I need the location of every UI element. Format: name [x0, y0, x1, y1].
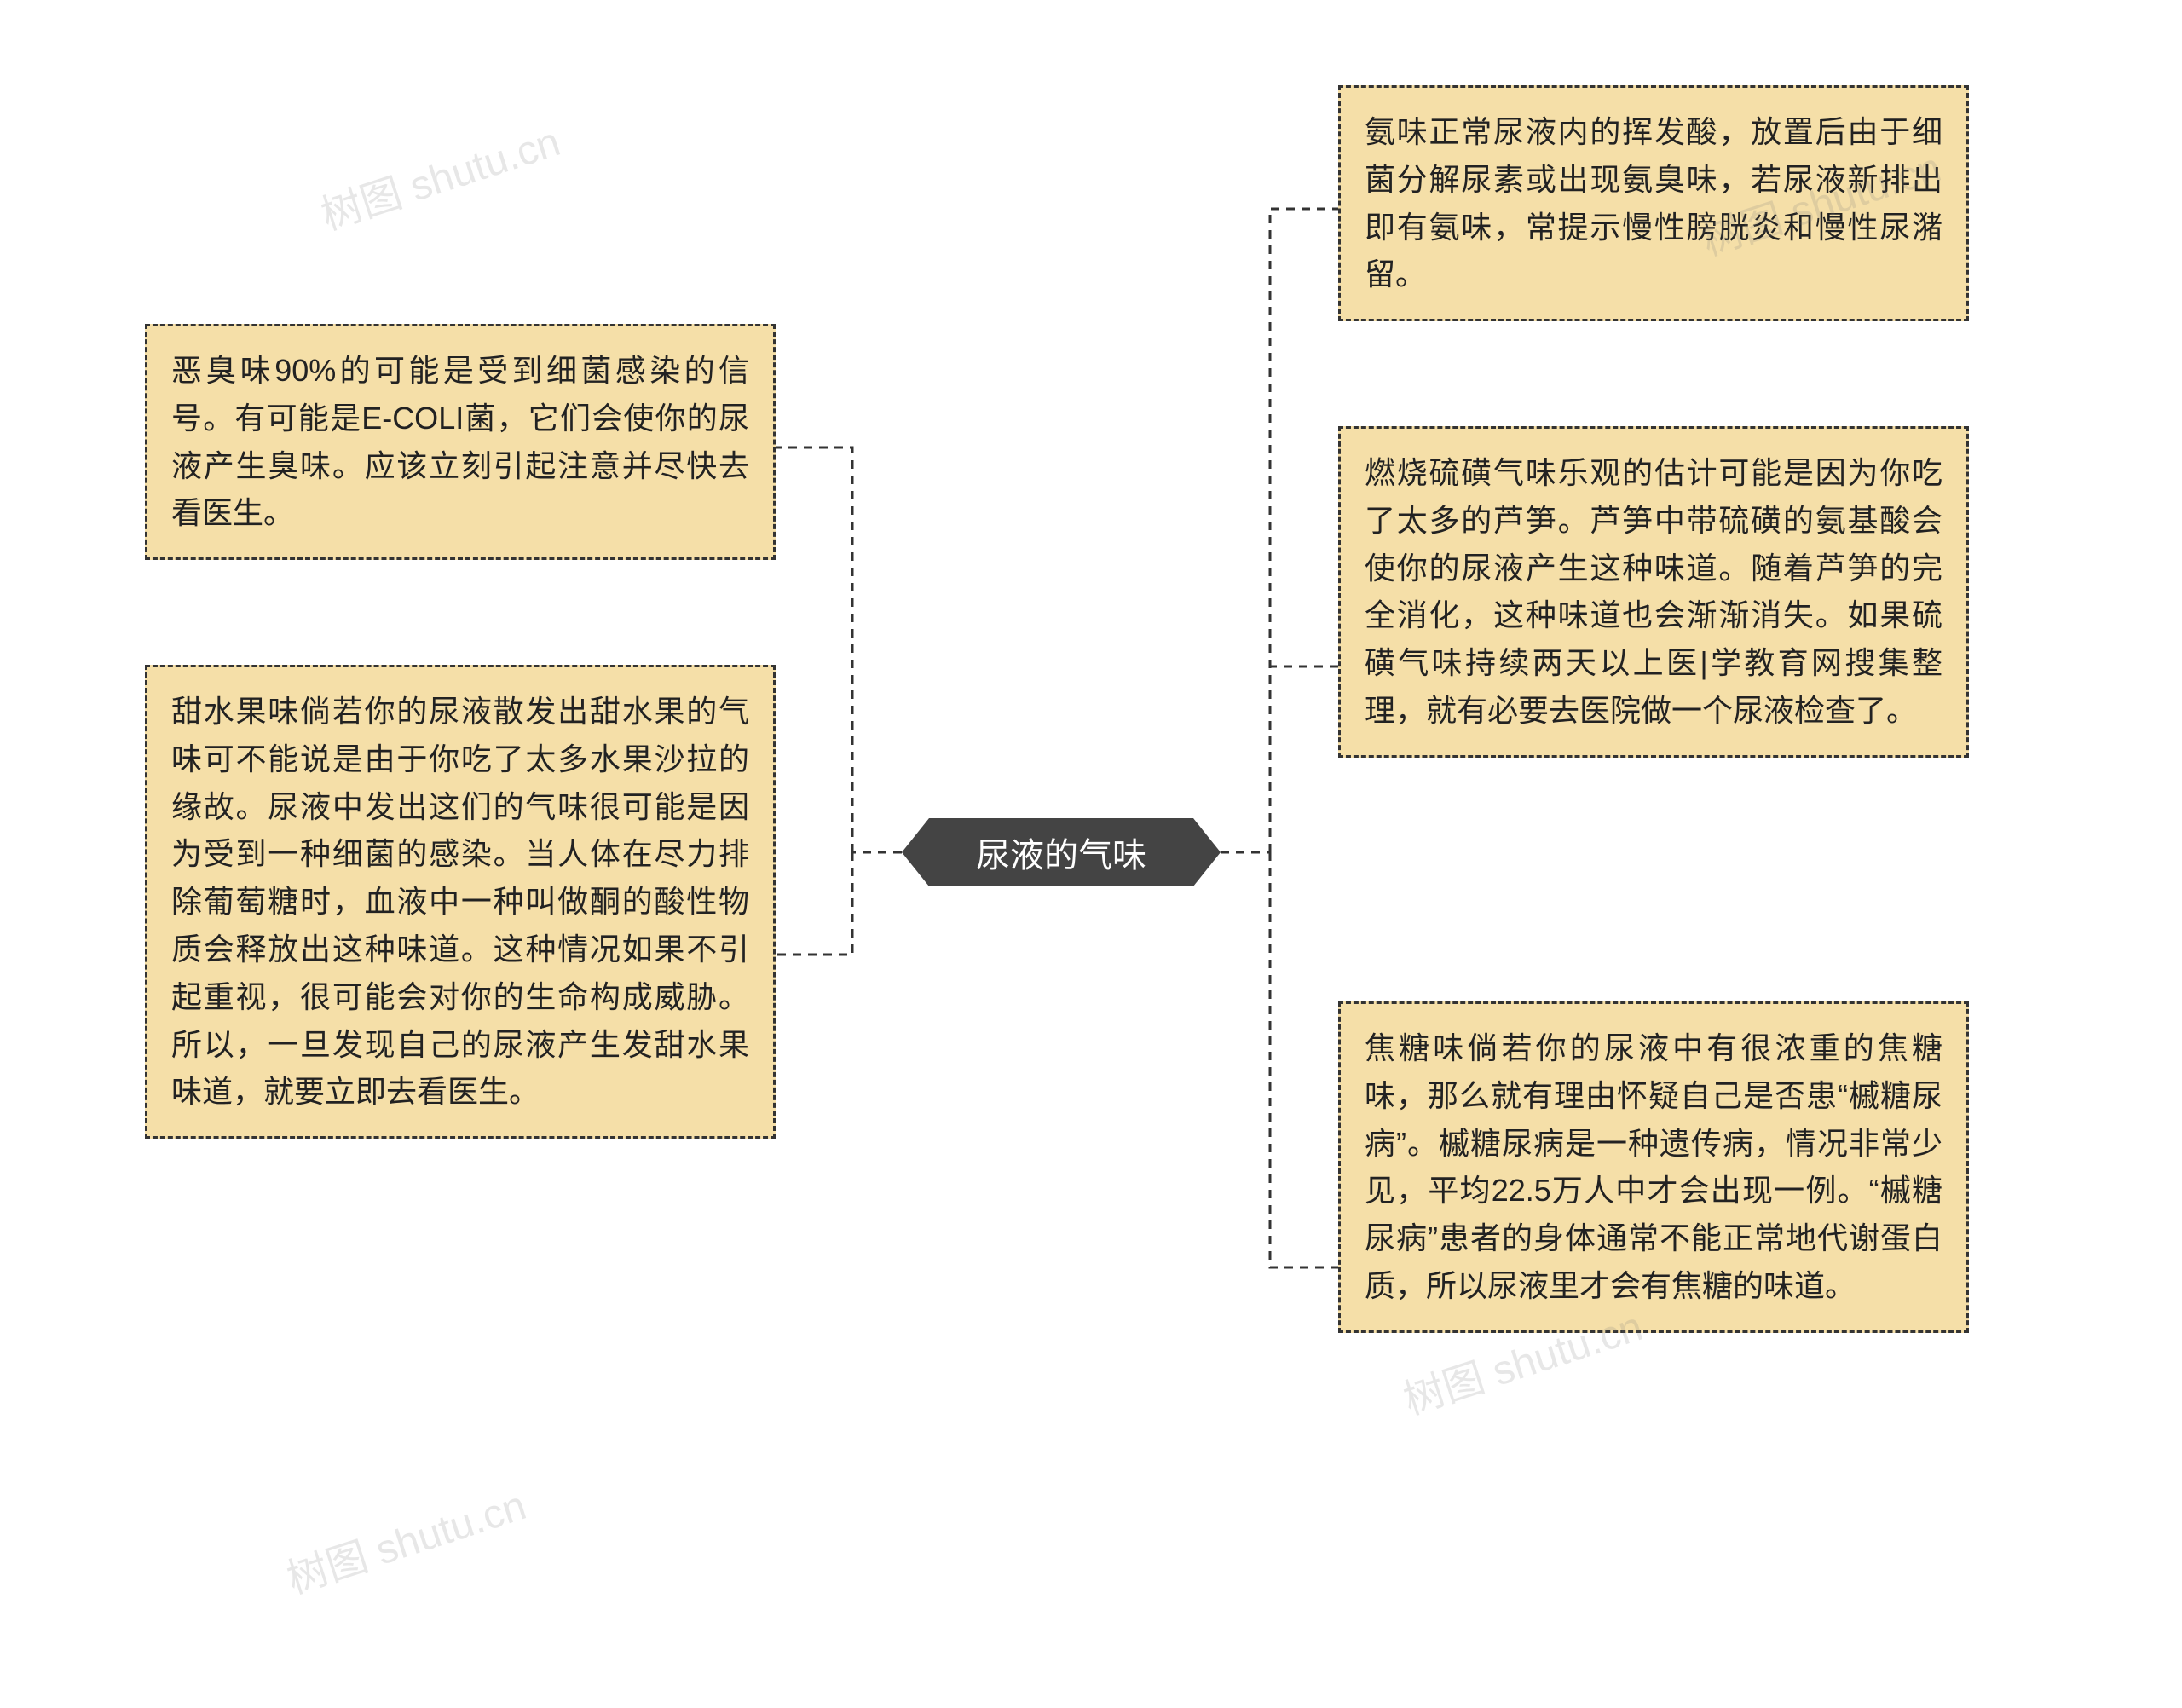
- watermark: 树图 shutu.cn: [312, 108, 566, 241]
- leaf-text: 甜水果味倘若你的尿液散发出甜水果的气味可不能说是由于你吃了太多水果沙拉的缘故。尿…: [171, 694, 749, 1109]
- leaf-right-1: 燃烧硫磺气味乐观的估计可能是因为你吃了太多的芦笋。芦笋中带硫磺的氨基酸会使你的尿…: [1338, 426, 1969, 758]
- mindmap-canvas: 尿液的气味 恶臭味90%的可能是受到细菌感染的信号。有可能是E-COLI菌，它们…: [0, 0, 2182, 1708]
- center-label: 尿液的气味: [976, 828, 1146, 877]
- leaf-text: 氨味正常尿液内的挥发酸，放置后由于细菌分解尿素或出现氨臭味，若尿液新排出即有氨味…: [1365, 114, 1942, 291]
- leaf-left-1: 甜水果味倘若你的尿液散发出甜水果的气味可不能说是由于你吃了太多水果沙拉的缘故。尿…: [145, 665, 776, 1139]
- center-node: 尿液的气味: [929, 818, 1193, 886]
- leaf-right-0: 氨味正常尿液内的挥发酸，放置后由于细菌分解尿素或出现氨臭味，若尿液新排出即有氨味…: [1338, 85, 1969, 321]
- leaf-left-0: 恶臭味90%的可能是受到细菌感染的信号。有可能是E-COLI菌，它们会使你的尿液…: [145, 324, 776, 560]
- watermark: 树图 shutu.cn: [278, 1472, 532, 1605]
- leaf-text: 燃烧硫磺气味乐观的估计可能是因为你吃了太多的芦笋。芦笋中带硫磺的氨基酸会使你的尿…: [1365, 455, 1942, 728]
- leaf-text: 恶臭味90%的可能是受到细菌感染的信号。有可能是E-COLI菌，它们会使你的尿液…: [171, 353, 749, 530]
- leaf-text: 焦糖味倘若你的尿液中有很浓重的焦糖味，那么就有理由怀疑自己是否患“槭糖尿病”。槭…: [1365, 1030, 1942, 1303]
- leaf-right-2: 焦糖味倘若你的尿液中有很浓重的焦糖味，那么就有理由怀疑自己是否患“槭糖尿病”。槭…: [1338, 1001, 1969, 1333]
